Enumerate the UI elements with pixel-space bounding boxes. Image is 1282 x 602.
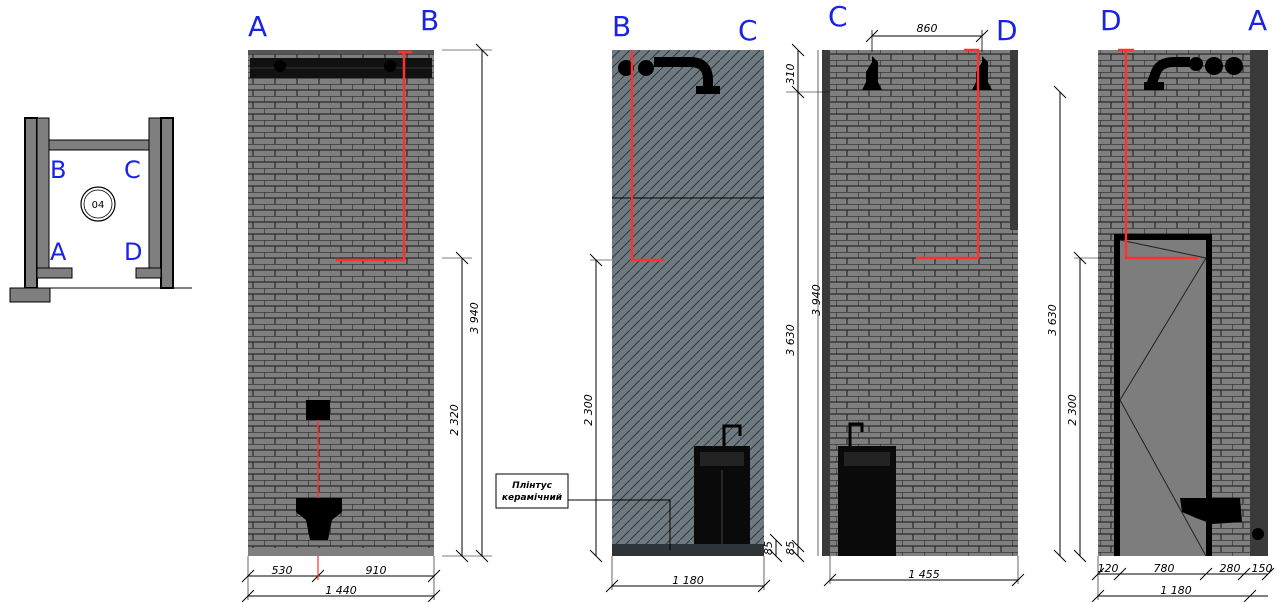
corner-label-right: A [1248, 4, 1267, 37]
floor-plan-key: 04 B C A D [9, 117, 192, 303]
annotation-box [495, 473, 569, 509]
annotation-line-1: Плінтус [512, 480, 553, 491]
elevation-b-c: B C Плінтус керамічний 2 300 85 [495, 10, 783, 593]
dim-height-main: 3 630 [784, 324, 797, 356]
faucet-icon [848, 422, 864, 446]
plinth [612, 544, 764, 556]
plan-label-a: A [50, 238, 67, 266]
dim-width-4: 150 [1252, 562, 1273, 575]
corner-label-left: A [248, 10, 267, 43]
annotation-line-2: керамічний [502, 492, 563, 503]
red-water-pipe [630, 50, 664, 262]
corner-label-right: D [996, 14, 1018, 47]
dim-width-2: 780 [1154, 562, 1175, 575]
corner-label-right: B [420, 4, 439, 37]
washbasin-icon [296, 498, 342, 540]
plan-label-d: D [124, 238, 142, 266]
dim-width-total: 1 440 [325, 584, 357, 597]
plan-label-b: B [50, 156, 66, 184]
corner-label-left: C [828, 0, 848, 33]
dim-width-1: 120 [1098, 562, 1119, 575]
drain-pipe-icon [618, 60, 634, 76]
dim-width-2: 910 [366, 564, 387, 577]
toilet-icon [1180, 498, 1242, 524]
elevation-a-b: A B 3 940 2 320 530 910 [241, 4, 492, 602]
faucet-icon [722, 424, 742, 446]
flush-box [306, 400, 330, 420]
room-number: 04 [92, 200, 105, 211]
dim-width-total: 1 180 [672, 574, 704, 587]
elevation-c-d: C D 860 310 3 630 3 940 85 [784, 0, 1025, 587]
dim-height-shower: 2 300 [582, 394, 595, 426]
room-tag [80, 186, 116, 222]
elevation-d-a: D A 3 630 2 300 120 780 280 150 [1046, 4, 1275, 602]
drain-pipe-icon [1145, 57, 1190, 90]
brick-wall [248, 50, 434, 556]
plan-label-c: C [124, 156, 141, 184]
dim-width-total: 1 180 [1160, 584, 1192, 597]
corner-label-left: B [612, 10, 631, 43]
side-wall [1250, 50, 1268, 556]
dim-height-plinth: 85 [784, 541, 797, 555]
dim-height-top: 310 [784, 64, 797, 85]
dim-top-width: 860 [917, 22, 938, 35]
shower-head-icon [862, 56, 882, 90]
dim-width-1: 530 [272, 564, 293, 577]
corner-label-right: C [738, 14, 758, 47]
dim-height-main: 3 630 [1046, 304, 1059, 336]
dim-width-total: 1 455 [908, 568, 940, 581]
red-water-pipe [916, 48, 980, 260]
dim-height-plinth: 85 [762, 541, 775, 555]
dim-height-total: 3 940 [810, 284, 823, 316]
dim-height-shower: 2 300 [1066, 394, 1079, 426]
red-water-pipe [1118, 48, 1198, 260]
dim-width-3: 280 [1220, 562, 1241, 575]
dim-height-shower: 2 320 [448, 404, 461, 436]
red-water-pipe [336, 50, 412, 262]
dim-height-total: 3 940 [468, 302, 481, 334]
corner-label-left: D [1100, 4, 1122, 37]
